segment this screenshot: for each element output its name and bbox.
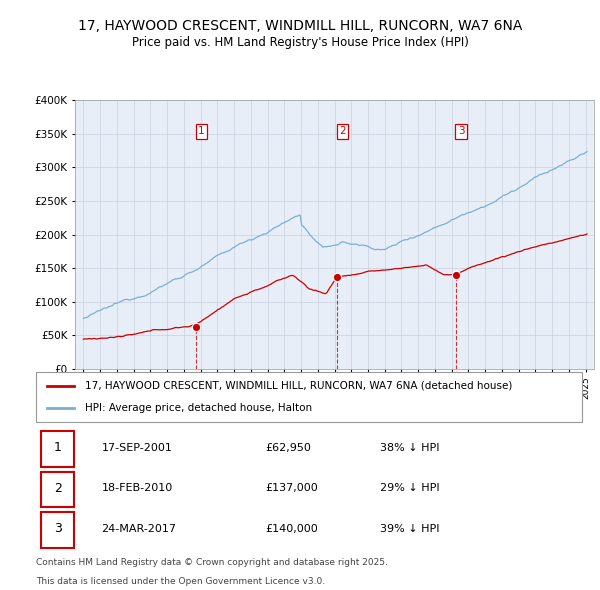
Text: 39% ↓ HPI: 39% ↓ HPI (380, 524, 439, 534)
Text: 17, HAYWOOD CRESCENT, WINDMILL HILL, RUNCORN, WA7 6NA (detached house): 17, HAYWOOD CRESCENT, WINDMILL HILL, RUN… (85, 381, 512, 391)
Text: 3: 3 (54, 522, 62, 535)
Text: 2: 2 (339, 126, 346, 136)
Bar (41, 431, 74, 467)
Text: HPI: Average price, detached house, Halton: HPI: Average price, detached house, Halt… (85, 403, 312, 413)
Text: 2: 2 (54, 481, 62, 495)
Text: 3: 3 (458, 126, 464, 136)
Text: 17, HAYWOOD CRESCENT, WINDMILL HILL, RUNCORN, WA7 6NA: 17, HAYWOOD CRESCENT, WINDMILL HILL, RUN… (78, 19, 522, 33)
Text: Contains HM Land Registry data © Crown copyright and database right 2025.: Contains HM Land Registry data © Crown c… (36, 558, 388, 567)
Text: 29% ↓ HPI: 29% ↓ HPI (380, 483, 440, 493)
Text: 1: 1 (198, 126, 205, 136)
Text: £140,000: £140,000 (265, 524, 318, 534)
Text: 18-FEB-2010: 18-FEB-2010 (101, 483, 173, 493)
Bar (41, 512, 74, 548)
Text: £62,950: £62,950 (265, 442, 311, 453)
Text: 17-SEP-2001: 17-SEP-2001 (101, 442, 172, 453)
Text: 24-MAR-2017: 24-MAR-2017 (101, 524, 176, 534)
Text: 1: 1 (54, 441, 62, 454)
Text: This data is licensed under the Open Government Licence v3.0.: This data is licensed under the Open Gov… (36, 577, 325, 586)
Text: Price paid vs. HM Land Registry's House Price Index (HPI): Price paid vs. HM Land Registry's House … (131, 36, 469, 49)
Text: 38% ↓ HPI: 38% ↓ HPI (380, 442, 439, 453)
Text: £137,000: £137,000 (265, 483, 318, 493)
Bar (41, 472, 74, 507)
